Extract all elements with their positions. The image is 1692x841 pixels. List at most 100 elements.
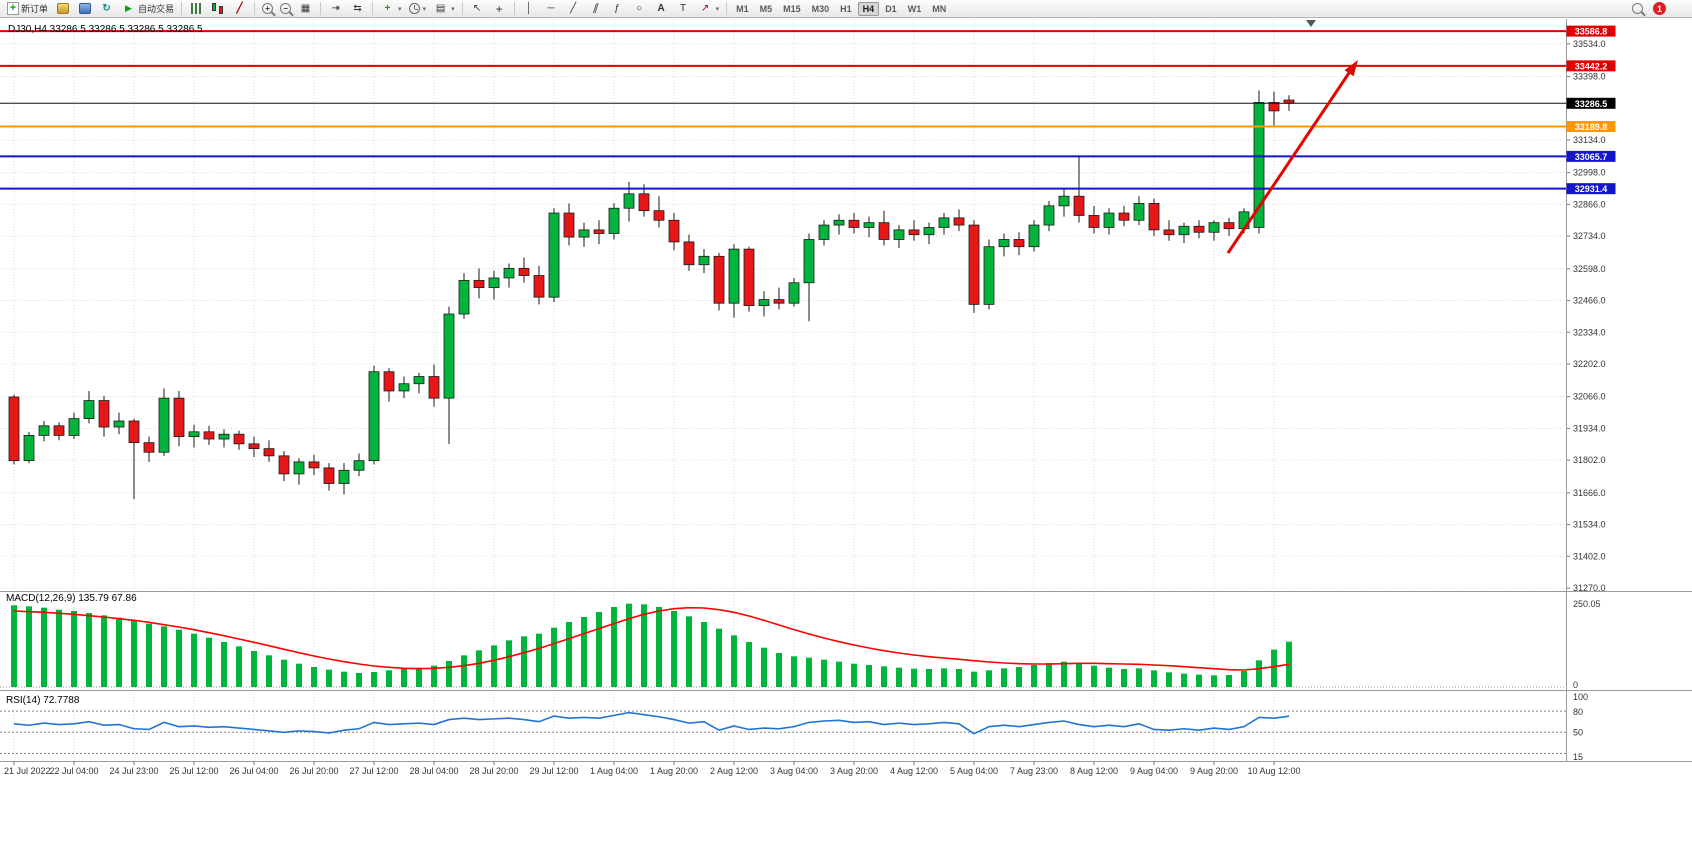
timeframe-m5-button[interactable]: M5 [759,3,773,14]
arrows-button[interactable]: ↗ ▾ [695,1,723,16]
candle-body [1133,203,1145,221]
candle-body [1193,225,1205,233]
community-button[interactable] [74,1,95,16]
trendline-button[interactable]: ╱ [563,1,584,16]
timeframe-h4-button[interactable]: H4 [857,1,880,16]
notification-badge[interactable]: 1 [1653,2,1666,15]
timeframe-m1-button[interactable]: M1 [736,3,749,14]
refresh-button[interactable]: ↻ [96,1,117,16]
svg-text:8 Aug 12:00: 8 Aug 12:00 [1070,766,1118,776]
grid-layer [0,20,1566,758]
macd-bar [941,668,947,687]
candle-body [848,219,860,228]
candle-body [1043,205,1055,226]
autotrading-label: 自动交易 [138,4,175,14]
svg-text:31402.0: 31402.0 [1573,551,1606,561]
search-button[interactable] [1629,1,1646,16]
candle-body [773,299,785,304]
horizontal-line-button[interactable]: ─ [541,1,562,16]
macd-bar [1106,667,1112,687]
chart-shift-button[interactable]: ⇆ [347,1,368,16]
tile-windows-button[interactable]: ▦ [295,1,316,16]
macd-bar [326,669,332,687]
search-icon [1632,3,1643,14]
zoom-in-button[interactable]: + [259,1,276,16]
play-icon: ▶ [125,3,132,13]
chart-line-button[interactable]: ╱ [229,1,250,16]
text-button[interactable]: A [651,1,672,16]
label-icon: T [680,2,687,14]
chart-bars-button[interactable] [186,1,207,16]
indicators-button[interactable]: + ▾ [377,1,405,16]
chevron-down-icon: ▾ [451,5,455,13]
candle-body [458,279,470,315]
macd-bar [866,665,872,687]
candle-body [623,193,635,209]
vertical-line-button[interactable]: │ [519,1,540,16]
macd-bar [806,657,812,687]
candle-body [653,210,665,221]
candle-body [983,246,995,305]
macd-bar [926,669,932,687]
price-badge-33586.8 [1566,25,1616,37]
periods-button[interactable]: ▾ [406,1,430,16]
price-badge-33065.7 [1566,150,1616,162]
timeframe-m15-button[interactable]: M15 [783,3,801,14]
cursor-button[interactable]: ↖ [467,1,488,16]
macd-bar [491,645,497,687]
candle-body [1208,222,1220,233]
crosshair-button[interactable]: + [489,1,510,16]
macd-bar [401,668,407,687]
candle-body [923,227,935,236]
zoom-out-icon: − [280,3,292,14]
macd-bar [446,661,452,687]
timeframe-m30-button[interactable]: M30 [811,3,830,14]
auto-scroll-button[interactable]: ⇥ [325,1,346,16]
new-order-button[interactable]: + 新订单 [4,1,51,16]
text-icon: A [657,2,665,14]
clock-icon [408,3,420,14]
macd-bar [881,666,887,687]
timeframe-d1-button[interactable]: D1 [885,3,897,14]
macd-bar [1016,667,1022,687]
candle-body [1058,195,1070,207]
svg-text:32866.0: 32866.0 [1573,199,1606,209]
indicator-layer [0,603,1566,754]
chart-candles-button[interactable] [208,1,228,16]
fibonacci-button[interactable]: ƒ [607,1,628,16]
candle-body [1223,222,1235,230]
macd-bar [116,617,122,687]
zoom-out-button[interactable]: − [277,1,294,16]
candle-body [608,207,620,234]
trendline-icon: ╱ [570,2,577,14]
timeframe-w1-button[interactable]: W1 [907,3,922,14]
autotrading-button[interactable]: ▶ 自动交易 [118,1,177,16]
trend-arrow[interactable] [1226,72,1351,254]
svg-text:3 Aug 04:00: 3 Aug 04:00 [770,766,818,776]
price-scale[interactable]: 33534.0 33398.0 33134.0 32998.0 32866.0 32734… [0,19,1692,762]
macd-bar [371,672,377,687]
timeframe-h1-button[interactable]: H1 [840,3,852,14]
ellipse-button[interactable]: ○ [629,1,650,16]
macd-bar [1181,673,1187,687]
channel-button[interactable]: ∥ [585,1,606,16]
macd-indicator-label: MACD(12,26,9) 135.79 67.86 [6,593,137,604]
svg-text:10 Aug 12:00: 10 Aug 12:00 [1247,766,1300,776]
macd-bar [731,635,737,687]
macd-bar [1211,675,1217,687]
macd-bar [821,659,827,687]
new-order-icon: + [7,2,19,15]
label-button[interactable]: T [673,1,694,16]
metaeditor-button[interactable] [52,1,73,16]
macd-bar [131,620,137,687]
templates-button[interactable]: ▤ ▾ [430,1,458,16]
arrow-object-icon: ↗ [700,2,710,14]
candle-body [158,397,170,453]
svg-text:33065.7: 33065.7 [1575,152,1608,162]
timeframe-mn-button[interactable]: MN [932,3,947,14]
toolbar-separator [254,2,256,15]
candles-layer [8,90,1295,500]
chart-shift-marker[interactable] [1306,20,1316,27]
